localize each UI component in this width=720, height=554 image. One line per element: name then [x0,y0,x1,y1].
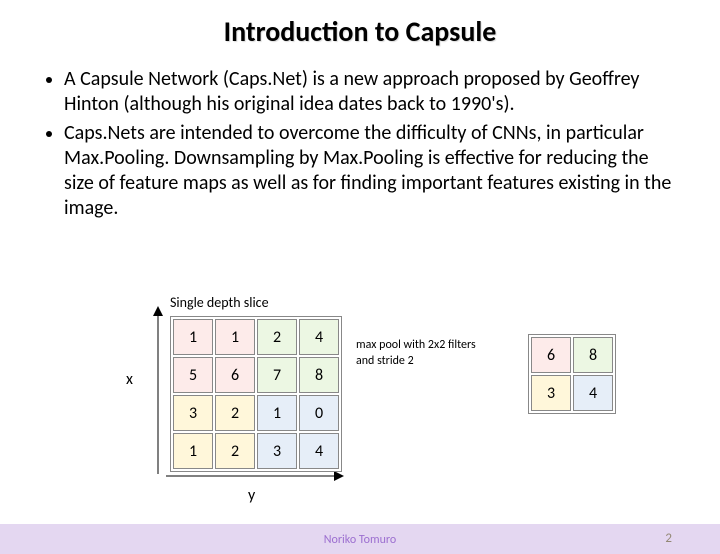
table-row: 3 2 1 0 [173,395,339,431]
input-grid: 1 1 2 4 5 6 7 8 3 2 1 0 1 2 3 4 [170,316,342,472]
grid-cell: 1 [215,319,255,355]
grid-cell: 4 [299,433,339,469]
x-axis-label: x [126,370,133,389]
grid-cell: 3 [531,375,571,411]
grid-cell: 4 [573,375,613,411]
bullet-item: Caps.Nets are intended to overcome the d… [46,121,680,221]
bullet-text: Caps.Nets are intended to overcome the d… [64,121,680,221]
table-row: 1 1 2 4 [173,319,339,355]
table-row: 3 4 [531,375,613,411]
grid-cell: 2 [215,433,255,469]
diagram-caption: Single depth slice [170,294,269,311]
table-row: 1 2 3 4 [173,433,339,469]
bullet-list: A Capsule Network (Caps.Net) is a new ap… [46,67,680,221]
pool-line2: and stride 2 [356,354,414,368]
grid-cell: 2 [257,319,297,355]
grid-cell: 1 [257,395,297,431]
grid-cell: 0 [299,395,339,431]
pool-line1: max pool with 2x2 filters [356,338,476,352]
bullet-dot [46,77,52,83]
table-row: 6 8 [531,337,613,373]
grid-cell: 6 [531,337,571,373]
grid-cell: 2 [215,395,255,431]
table-row: 5 6 7 8 [173,357,339,393]
author-name: Noriko Tomuro [0,533,720,547]
grid-cell: 6 [215,357,255,393]
pool-description: max pool with 2x2 filters and stride 2 [356,338,476,369]
grid-cell: 4 [299,319,339,355]
grid-cell: 3 [173,395,213,431]
grid-cell: 3 [257,433,297,469]
grid-cell: 5 [173,357,213,393]
y-axis-label: y [248,486,255,505]
output-grid: 6 8 3 4 [528,334,616,414]
slide-title: Introduction to Capsule [0,14,720,49]
grid-cell: 8 [299,357,339,393]
page-number: 2 [665,531,672,546]
maxpool-diagram: Single depth slice x y 1 1 2 4 5 6 7 8 3… [86,294,646,504]
grid-cell: 7 [257,357,297,393]
bullet-text: A Capsule Network (Caps.Net) is a new ap… [64,67,680,117]
bullet-item: A Capsule Network (Caps.Net) is a new ap… [46,67,680,117]
grid-cell: 1 [173,433,213,469]
x-axis-arrow-icon [152,306,164,476]
grid-cell: 1 [173,319,213,355]
grid-cell: 8 [573,337,613,373]
bullet-dot [46,131,52,137]
